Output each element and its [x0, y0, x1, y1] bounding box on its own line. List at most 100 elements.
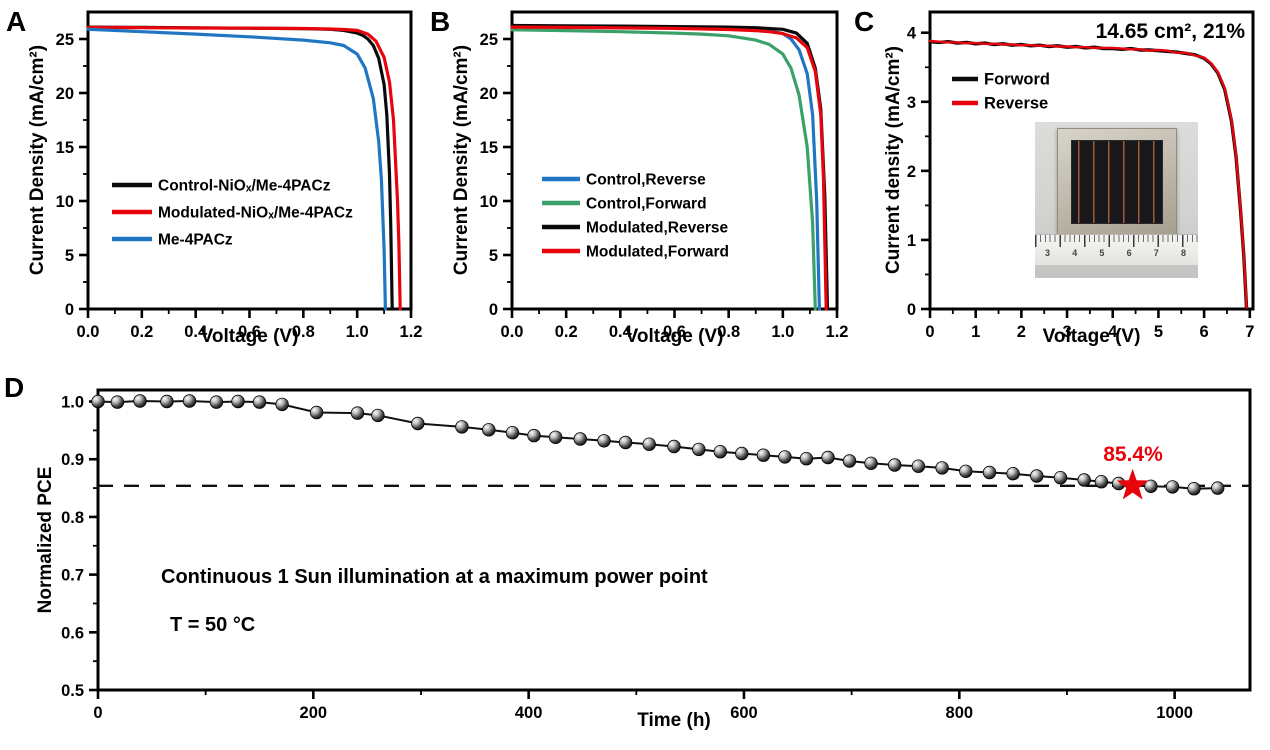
legend-label-reverse: Reverse	[984, 95, 1048, 113]
pce-data-point	[411, 416, 425, 431]
pce-data-point	[618, 435, 633, 450]
panel-a-plot: 0.0 0.2 0.4 0.6 0.8 1.0 1.2 0 5 10 15 20 25 Control-N…	[56, 10, 422, 341]
x-tick-label: 4	[1108, 323, 1118, 341]
pce-data-point	[1165, 480, 1180, 494]
y-tick-label: 0	[907, 301, 916, 319]
pce-data-point	[982, 465, 997, 480]
x-tick-label: 0.2	[555, 323, 578, 341]
pce-data-point	[935, 461, 949, 475]
y-tick-label: 1.0	[61, 394, 84, 412]
y-tick-label: 0.9	[61, 451, 84, 469]
x-tick-label: 7	[1245, 323, 1254, 341]
pce-data-point	[527, 428, 541, 443]
x-tick-label: 0	[925, 323, 934, 341]
pce-data-point	[1187, 482, 1201, 496]
module-active-area	[1071, 140, 1163, 224]
pce-data-point	[231, 394, 245, 409]
panel-b-yaxis-title: Current Density (mA/cm²)	[451, 44, 472, 276]
panel-a-xaxis-title: Voltage (V)	[200, 326, 299, 347]
y-tick-label: 2	[907, 163, 916, 181]
panel-d-xaxis-title: Time (h)	[637, 710, 711, 731]
pce-trend-line	[97, 399, 1218, 490]
legend-label-me-4pacz: Me-4PACz	[158, 232, 233, 249]
plot-border	[510, 10, 839, 311]
pce-data-point	[1053, 471, 1068, 485]
y-tick-label: 20	[480, 85, 498, 103]
panel-d-temperature-annotation: T = 50 °C	[170, 614, 256, 636]
module-frame	[1057, 128, 1177, 238]
ruler-number: 7	[1153, 248, 1159, 258]
series-modulated-nio-me-4pacz	[86, 25, 402, 311]
pce-data-point	[1144, 479, 1158, 494]
x-tick-label: 3	[1062, 323, 1071, 341]
pce-data-point	[133, 394, 147, 408]
plot-border	[96, 388, 1252, 692]
pce-data-point	[842, 454, 857, 468]
ruler-number: 4	[1072, 248, 1078, 258]
y-tick-label: 0.6	[61, 624, 84, 642]
x-tick-label: 400	[515, 704, 543, 722]
y-tick-label: 0.5	[61, 682, 84, 700]
pce-data-point	[482, 423, 496, 437]
pce-data-point	[799, 452, 814, 466]
y-tick-label: 0	[65, 301, 74, 319]
plot-border	[928, 10, 1255, 311]
ruler-number: 6	[1126, 248, 1132, 258]
ruler-number: 5	[1099, 248, 1105, 258]
x-tick-label: 0.6	[238, 323, 261, 341]
panel-c-plot: 0 1 2 3 4 5 6 7 0 1 2 3 4 Forword Reverse	[907, 10, 1255, 341]
y-tick-label: 0.7	[61, 567, 84, 585]
series-control-forward	[510, 28, 817, 311]
retention-percentage-label: 85.4%	[1103, 443, 1163, 466]
panel-label-d: D	[4, 372, 25, 403]
y-tick-label: 3	[907, 94, 916, 112]
pce-data-point	[1030, 469, 1044, 483]
series-modulated-reverse	[510, 23, 830, 311]
retention-star-marker	[1116, 468, 1149, 500]
panel-d-illumination-annotation: Continuous 1 Sun illumination at a maxim…	[161, 566, 708, 588]
pce-data-point	[642, 437, 656, 451]
legend-label-modulated-forward: Modulated,Forward	[586, 244, 729, 261]
pce-data-point	[309, 405, 324, 420]
x-tick-label: 2	[1017, 323, 1026, 341]
pce-data-point	[911, 459, 926, 473]
x-tick-label: 1000	[1156, 704, 1193, 722]
panel-c-xaxis-title: Voltage (V)	[1042, 326, 1141, 347]
pce-data-point	[778, 450, 792, 464]
legend-label-control-forward: Control,Forward	[586, 196, 707, 213]
panel-a-yaxis-title: Current Density (mA/cm²)	[27, 44, 48, 276]
legend-label-modulated-reverse: Modulated,Reverse	[586, 220, 729, 237]
x-tick-label: 0.0	[501, 323, 524, 341]
x-tick-label: 0.4	[609, 323, 633, 341]
pce-data-point	[713, 445, 728, 459]
x-tick-label: 0.4	[184, 323, 208, 341]
panel-b-plot: 0.0 0.2 0.4 0.6 0.8 1.0 1.2 0 5 10 15 20 25 Control,R…	[480, 10, 848, 341]
ruler-cm-ticks	[1035, 235, 1198, 247]
pce-data-point	[182, 394, 197, 408]
plot-border	[86, 10, 413, 311]
y-tick-label: 25	[480, 31, 498, 49]
y-tick-label: 0	[489, 301, 498, 319]
legend-label-forword: Forword	[984, 71, 1050, 89]
pce-data-point	[959, 464, 973, 479]
x-tick-label: 0.2	[130, 323, 153, 341]
pce-data-point	[864, 456, 878, 471]
x-tick-label: 5	[1154, 323, 1163, 341]
panel-b-xaxis-title: Voltage (V)	[625, 326, 724, 347]
x-tick-label: 1.0	[771, 323, 794, 341]
y-tick-label: 15	[56, 139, 74, 157]
legend-label-modulated-nio-me-4pacz: Modulated-NiOₓ/Me-4PACz	[158, 205, 353, 222]
pce-data-point	[371, 408, 385, 423]
panel-label-a: A	[6, 6, 27, 37]
x-tick-label: 6	[1200, 323, 1209, 341]
panel-label-c: C	[854, 6, 875, 37]
panel-d-plot: 0 200 400 600 800 1000 0.5 0.6 0.7 0.8 0.9 1.0	[61, 388, 1252, 722]
pce-data-point	[209, 395, 224, 409]
panel-c-yaxis-title: Current density (mA/cm²)	[883, 45, 904, 275]
ruler-numbers: 3 4 5 6 7 8	[1045, 248, 1186, 258]
pce-data-point	[821, 450, 835, 465]
x-tick-label: 1.0	[346, 323, 369, 341]
series-modulated-forward	[510, 25, 828, 311]
x-tick-label: 0.0	[77, 323, 100, 341]
